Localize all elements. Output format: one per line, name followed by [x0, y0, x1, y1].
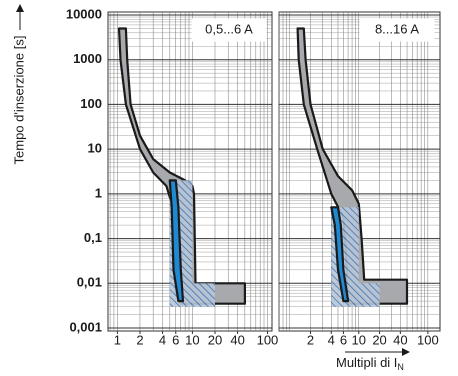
curves — [296, 27, 409, 307]
curves — [117, 27, 246, 307]
x-label: Multipli di IN — [336, 355, 404, 372]
y-axis-title: Tempo d'inserzione [s] — [11, 4, 26, 164]
panel-label: 0,5...6 A — [205, 21, 253, 36]
x-label-main: Multipli di I — [336, 355, 397, 370]
y-tick-label: 1000 — [73, 51, 102, 66]
x-axis-title: Multipli di IN — [336, 348, 410, 372]
y-tick-label: 0,1 — [84, 230, 102, 245]
trip-band — [168, 179, 185, 303]
x-tick-label: 2 — [136, 332, 143, 347]
y-label: Tempo d'inserzione [s] — [11, 36, 26, 165]
y-tick-label: 0,001 — [69, 319, 102, 334]
annotation-box — [191, 18, 267, 42]
x-tick-label: 2 — [307, 332, 314, 347]
x-tick-label: 20 — [208, 332, 222, 347]
x-tick-label: 100 — [417, 332, 439, 347]
x-tick-label: 6 — [340, 332, 347, 347]
x-tick-label: 6 — [172, 332, 179, 347]
y-tick-label: 0,01 — [77, 275, 102, 290]
annotation-box — [359, 18, 435, 42]
x-tick-label: 40 — [393, 332, 407, 347]
y-tick-label: 1 — [95, 185, 102, 200]
x-tick-label: 1 — [114, 332, 121, 347]
panel-label: 8...16 A — [375, 21, 419, 36]
trip-band — [330, 206, 350, 303]
y-tick-label: 10 — [88, 141, 102, 156]
x-label-sub: N — [397, 362, 404, 372]
x-tick-label: 10 — [352, 332, 366, 347]
y-arrow-head — [16, 4, 24, 12]
x-arrow-head — [402, 348, 410, 356]
y-tick-label: 10000 — [66, 6, 102, 21]
x-tick-label: 4 — [328, 332, 335, 347]
x-tick-label: 4 — [159, 332, 166, 347]
x-tick-label: 10 — [185, 332, 199, 347]
x-tick-label: 20 — [372, 332, 386, 347]
x-tick-label: 40 — [230, 332, 244, 347]
x-tick-label: 100 — [257, 332, 279, 347]
y-tick-label: 100 — [80, 96, 102, 111]
